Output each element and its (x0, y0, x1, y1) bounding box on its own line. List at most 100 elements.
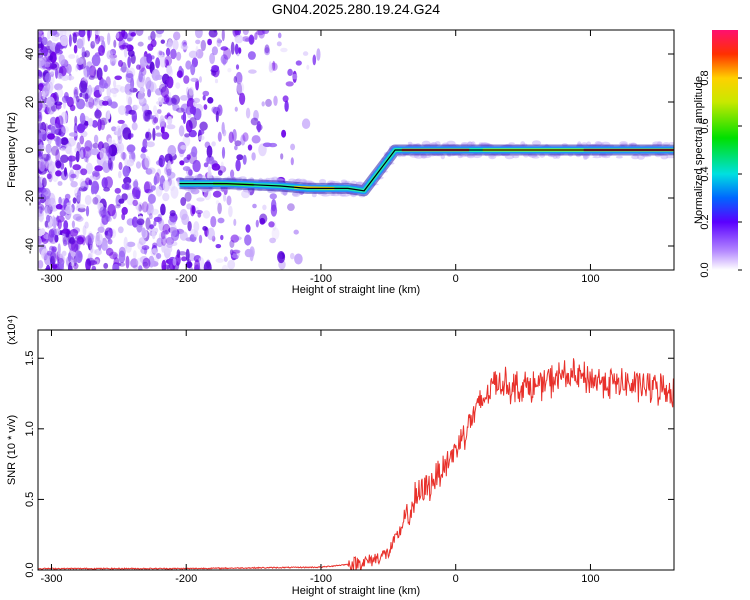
spectral-blob (89, 175, 94, 181)
spectral-blob (251, 152, 256, 161)
top-y-tick-label: 20 (24, 96, 36, 108)
spectral-blob (48, 55, 53, 61)
spectral-blob (85, 235, 92, 246)
spectral-blob (65, 205, 73, 215)
spectral-blob (242, 154, 247, 165)
bottom-y-tick-label: 1.5 (24, 351, 36, 366)
spectral-blob (118, 246, 126, 258)
ridge-halo-blob (467, 141, 473, 145)
spectral-blob (94, 30, 101, 36)
spectral-blob (130, 77, 135, 91)
spectral-blob (130, 133, 134, 138)
spectral-blob (160, 39, 165, 44)
ridge-halo-blob (666, 155, 674, 159)
spectral-blob (58, 252, 66, 258)
spectral-blob (68, 262, 73, 270)
spectral-blob (232, 249, 241, 254)
spectral-blob (255, 219, 259, 228)
spectral-blob (80, 168, 88, 176)
spectral-blob (112, 263, 120, 270)
spectral-blob (151, 69, 160, 81)
ridge-halo-blob (340, 179, 348, 184)
spectral-blob (38, 58, 45, 67)
spectral-blob (215, 110, 219, 123)
spectral-blob (38, 30, 42, 38)
spectral-blob (285, 81, 294, 87)
spectral-blob (89, 242, 94, 254)
spectral-blob (119, 44, 128, 50)
spectral-blob (215, 200, 220, 205)
spectral-blob (160, 203, 166, 216)
spectral-blob (185, 106, 193, 116)
spectral-blob (138, 204, 142, 212)
spectral-blob (203, 189, 212, 201)
spectral-blob (117, 119, 125, 124)
bottom-y-tick-label: 0.5 (24, 492, 36, 507)
spectral-blob (141, 146, 147, 153)
spectral-blob (42, 90, 46, 100)
spectral-blob (112, 93, 117, 98)
spectral-blob (122, 127, 132, 140)
spectral-blob (277, 32, 282, 39)
spectral-blob (215, 258, 224, 263)
spectral-blob (75, 150, 80, 163)
spectral-blob (249, 249, 254, 262)
spectral-blob (60, 147, 66, 152)
spectral-blob (241, 36, 251, 42)
spectral-blob (38, 100, 43, 112)
spectral-blob (160, 126, 165, 134)
spectral-blob (210, 70, 217, 76)
spectral-blob (170, 230, 180, 242)
colorbar-ticks: 0.0 0.2 0.4 0.6 0.8 (699, 70, 742, 278)
spectral-blob (57, 181, 63, 186)
spectral-blob (72, 213, 82, 221)
spectral-blob (69, 104, 76, 112)
ridge-halo-blob (531, 155, 540, 159)
spectral-blob (68, 132, 78, 137)
spectral-blob (234, 145, 238, 151)
spectral-blob (183, 75, 190, 84)
spectral-blob (61, 126, 69, 134)
spectral-blob (45, 143, 52, 154)
spectral-blob (188, 169, 193, 177)
ridge-halo-blob (615, 155, 623, 159)
spectral-blob (190, 77, 199, 82)
spectral-blob (172, 39, 179, 51)
spectral-blob (182, 111, 187, 125)
spectral-blob (316, 48, 321, 61)
spectral-blob (186, 154, 191, 160)
ridge-halo-blob (299, 178, 307, 184)
spectral-blob (99, 147, 108, 161)
spectral-blob (145, 168, 153, 175)
spectral-blob (53, 228, 61, 236)
top-y-tick-label: -40 (24, 238, 36, 254)
spectral-blob (60, 35, 69, 47)
spectral-blob (222, 129, 227, 137)
spectral-blob (110, 101, 118, 109)
ridge-halo-blob (330, 193, 341, 197)
colorbar-tick-label: 0.2 (699, 214, 711, 229)
spectral-blob (48, 161, 56, 174)
spectral-blob (41, 187, 51, 200)
spectral-blob (200, 39, 206, 52)
spectral-blob (172, 258, 177, 266)
spectral-blob (170, 186, 179, 199)
spectral-blob (62, 97, 67, 110)
spectral-blob (38, 114, 43, 122)
spectral-blob (157, 49, 163, 58)
spectral-blob (45, 160, 54, 170)
spectral-blob (207, 97, 214, 104)
spectral-blob (207, 166, 212, 172)
spectral-blob (135, 189, 141, 200)
spectral-blob (206, 145, 213, 158)
spectral-blob (155, 30, 165, 35)
spectral-blob (202, 90, 210, 97)
spectral-blob (115, 31, 120, 39)
spectral-blob (55, 203, 63, 210)
spectral-blob (294, 253, 303, 265)
spectral-blob (105, 145, 113, 157)
spectral-blob (164, 55, 173, 66)
spectral-blob (71, 220, 75, 229)
ridge-halo-blob (446, 140, 456, 146)
